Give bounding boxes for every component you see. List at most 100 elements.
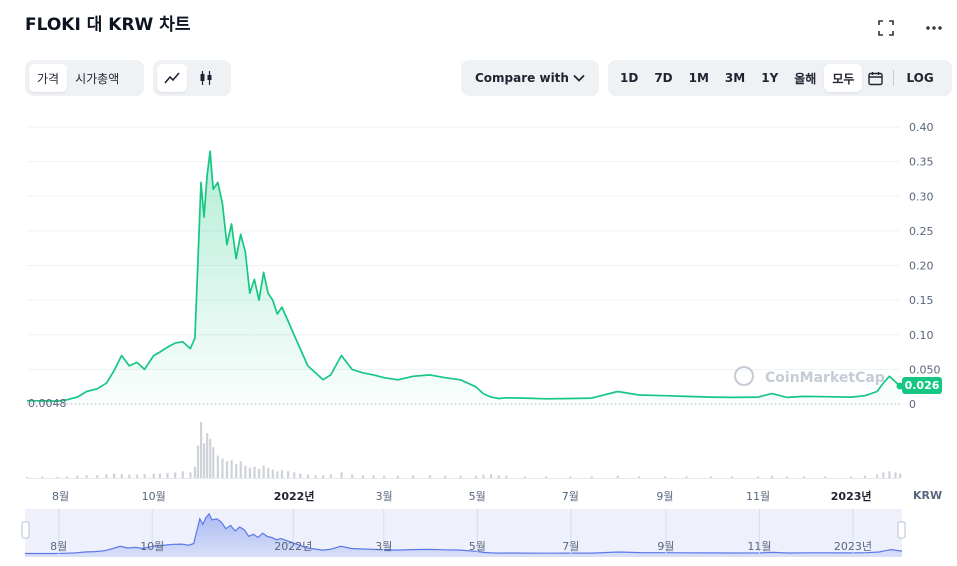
volume-bar bbox=[786, 476, 789, 478]
x-tick-label: 5월 bbox=[469, 490, 486, 503]
volume-bar bbox=[128, 474, 131, 478]
volume-bar bbox=[497, 475, 500, 478]
y-tick-label: 0.050 bbox=[909, 363, 941, 376]
x-tick-label: 9월 bbox=[656, 490, 673, 503]
y-tick-label: 0.30 bbox=[909, 190, 934, 203]
candlestick-icon[interactable] bbox=[191, 64, 221, 92]
chart-type-toggle bbox=[153, 60, 231, 96]
volume-bar bbox=[569, 476, 572, 478]
volume-bar bbox=[306, 474, 310, 478]
volume-bar bbox=[181, 471, 184, 478]
coinmarketcap-logo-icon bbox=[734, 366, 754, 386]
tab-price[interactable]: 가격 bbox=[29, 64, 68, 92]
volume-bar bbox=[230, 460, 233, 478]
volume-bar bbox=[412, 475, 415, 478]
more-dots-icon[interactable] bbox=[924, 18, 944, 38]
navigator-area bbox=[25, 513, 902, 557]
volume-bar bbox=[239, 461, 242, 478]
watermark-group: CoinMarketCap bbox=[734, 366, 885, 386]
line-chart-icon[interactable] bbox=[157, 64, 187, 92]
volume-bar bbox=[225, 461, 229, 478]
navigator-tick-label: 9월 bbox=[657, 540, 674, 553]
volume-bar bbox=[209, 438, 212, 478]
calendar-icon[interactable] bbox=[862, 64, 889, 92]
volume-bar bbox=[253, 466, 256, 478]
y-tick-label: 0.25 bbox=[909, 225, 934, 238]
volume-bar bbox=[757, 476, 760, 478]
volume-bar bbox=[166, 472, 169, 478]
volume-bar bbox=[135, 474, 139, 478]
x-tick-label: 2023년 bbox=[831, 489, 872, 503]
volume-bar bbox=[459, 475, 462, 478]
tab-market-cap[interactable]: 시가총액 bbox=[75, 71, 120, 86]
volume-bar bbox=[899, 473, 902, 478]
volume-bar bbox=[152, 473, 155, 478]
volume-bar bbox=[523, 476, 526, 478]
volume-bar bbox=[235, 464, 238, 478]
x-tick-label: 8월 bbox=[52, 490, 69, 503]
navigator-background bbox=[25, 509, 902, 557]
volume-bar bbox=[444, 475, 447, 478]
price-line bbox=[26, 150, 901, 402]
volume-bar bbox=[685, 476, 688, 478]
volume-bar bbox=[85, 475, 88, 478]
y-tick-label: 0.35 bbox=[909, 156, 934, 169]
range-1d[interactable]: 1D bbox=[620, 71, 639, 85]
volume-bar bbox=[196, 445, 200, 478]
last-price-dot bbox=[896, 382, 904, 390]
volume-bar bbox=[143, 474, 146, 478]
navigator-tick-label: 2022년 bbox=[274, 540, 312, 553]
volume-bar bbox=[105, 474, 108, 478]
volume-bar bbox=[802, 476, 806, 478]
y-tick-label: 0.40 bbox=[909, 121, 934, 134]
volume-bar bbox=[248, 467, 252, 478]
volume-bar bbox=[505, 475, 508, 478]
volume-bar bbox=[276, 471, 279, 478]
log-toggle[interactable]: LOG bbox=[906, 71, 934, 85]
grid-lines bbox=[27, 126, 900, 405]
volume-bar bbox=[56, 476, 59, 478]
navigator-tick-label: 8월 bbox=[50, 540, 67, 553]
volume-bar bbox=[396, 475, 400, 478]
range-3m[interactable]: 3M bbox=[724, 71, 746, 85]
volume-bar bbox=[120, 474, 123, 478]
volume-bar bbox=[293, 472, 296, 478]
navigator: 8월 10월 2022년 3월 5월 7월 9월 11월 2023년 bbox=[21, 509, 906, 557]
x-tick-label: 3월 bbox=[376, 490, 393, 503]
volume-bar bbox=[271, 469, 274, 478]
price-labels: 0.0048 0.026 bbox=[28, 377, 942, 410]
range-ytd[interactable]: 올해 bbox=[794, 71, 817, 86]
volume-bar bbox=[299, 473, 302, 478]
volume-bar bbox=[203, 443, 206, 478]
fullscreen-icon[interactable] bbox=[876, 18, 896, 38]
x-axis-ticks: 8월 10월 2022년 3월 5월 7월 9월 11월 2023년 KRW bbox=[52, 489, 942, 503]
volume-bar bbox=[482, 474, 485, 478]
range-all[interactable]: 모두 bbox=[824, 64, 863, 92]
y-tick-label: 0 bbox=[909, 398, 916, 411]
volume-bar bbox=[590, 476, 593, 478]
volume-bar bbox=[329, 474, 332, 478]
volume-bar bbox=[322, 475, 325, 478]
y-tick-label: 0.15 bbox=[909, 294, 934, 307]
range-1y[interactable]: 1Y bbox=[761, 71, 779, 85]
volume-bar bbox=[709, 476, 712, 478]
range-selector: 1D 7D 1M 3M 1Y 올해 모두 LOG bbox=[608, 60, 952, 96]
volume-bar bbox=[158, 473, 161, 478]
volume-bar bbox=[189, 472, 192, 478]
compare-with-dropdown[interactable]: Compare with bbox=[461, 60, 599, 96]
x-tick-label: 7월 bbox=[562, 490, 579, 503]
volume-bar bbox=[96, 475, 99, 478]
navigator-tick-label: 3월 bbox=[375, 540, 392, 553]
watermark: CoinMarketCap bbox=[765, 370, 885, 386]
range-7d[interactable]: 7D bbox=[654, 71, 673, 85]
compare-label: Compare with bbox=[475, 71, 569, 85]
navigator-tick-label: 11월 bbox=[747, 540, 771, 553]
volume-bar bbox=[212, 447, 215, 478]
volume-bar bbox=[244, 465, 247, 478]
navigator-handle bbox=[897, 521, 906, 539]
range-1m[interactable]: 1M bbox=[688, 71, 709, 85]
range-divider bbox=[893, 70, 895, 86]
volume-bar bbox=[267, 467, 270, 478]
volume-bar bbox=[863, 475, 867, 478]
chevron-down-icon bbox=[573, 71, 585, 85]
